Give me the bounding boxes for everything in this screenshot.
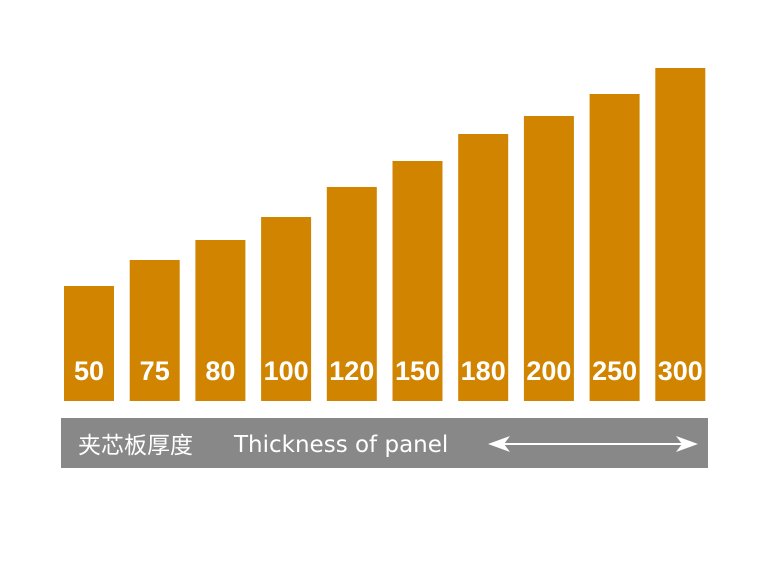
bar-label: 80 [205,356,235,386]
bar [64,286,114,401]
bar [392,161,443,401]
caption-english: Thickness of panel [233,432,448,458]
bar [458,134,509,401]
bar-label: 180 [461,356,506,386]
bar-label: 50 [74,356,104,386]
bar [326,187,377,401]
bar-label: 300 [658,356,703,386]
bar [655,68,706,401]
bar-label: 250 [592,356,637,386]
bar-label: 120 [329,356,374,386]
bar [589,94,640,401]
bar-label: 200 [526,356,571,386]
bar [261,217,312,401]
bar-label: 100 [264,356,309,386]
bar-label: 75 [140,356,170,386]
bar [523,116,574,401]
caption-chinese: 夹芯板厚度 [78,433,193,459]
double-arrow [488,436,698,452]
bar [195,240,246,401]
bar [129,260,180,401]
bar-label: 150 [395,356,440,386]
